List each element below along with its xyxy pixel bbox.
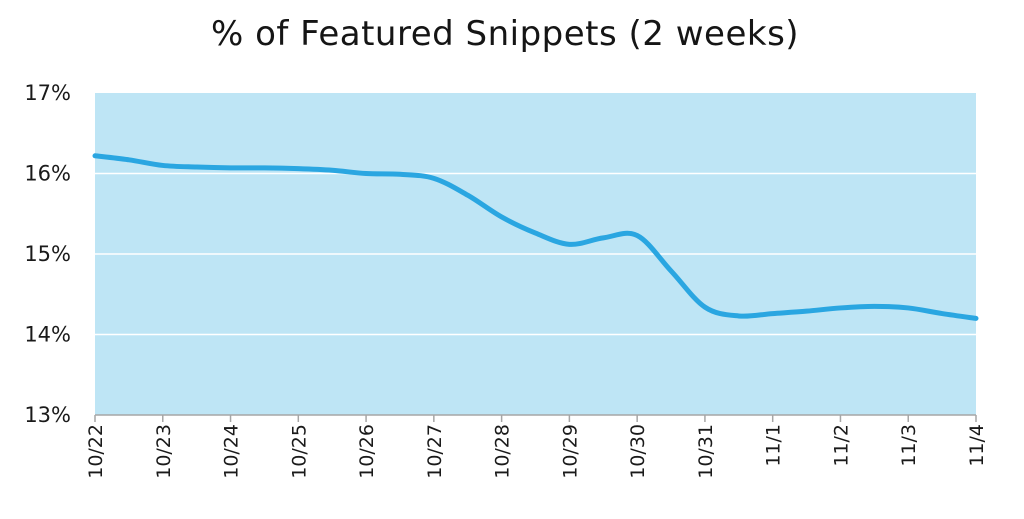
- y-tick-label: 17%: [24, 81, 71, 105]
- series-line: [92, 153, 979, 321]
- x-tick-label: 10/31: [695, 424, 717, 479]
- x-tick-label: 10/25: [288, 424, 310, 479]
- gridlines: [95, 172, 976, 336]
- x-tick-label: 10/26: [356, 424, 378, 479]
- x-tick-label: 10/29: [559, 424, 581, 479]
- x-tick-label: 11/3: [898, 424, 920, 467]
- x-tick-label: 11/1: [763, 424, 785, 467]
- y-tick-label: 14%: [24, 323, 71, 347]
- y-tick-label: 16%: [24, 162, 71, 186]
- x-tick-label: 10/28: [492, 424, 514, 479]
- x-tick-label: 11/2: [830, 424, 852, 467]
- chart-title: % of Featured Snippets (2 weeks): [210, 14, 800, 54]
- x-tick-label: 10/27: [424, 424, 446, 479]
- x-tick-label: 10/22: [85, 424, 107, 479]
- y-axis-tick-labels: 13% 14% 15% 16% 17%: [24, 81, 71, 427]
- y-tick-label: 15%: [24, 242, 71, 266]
- x-axis-tick-labels: 10/22 10/23 10/24 10/25 10/26 10/27 10/28 10/29…: [85, 424, 988, 479]
- x-tick-label: 10/30: [627, 424, 649, 479]
- x-tick-label: 11/4: [966, 424, 988, 467]
- x-axis: [94, 414, 977, 422]
- x-tick-label: 10/23: [153, 424, 175, 479]
- x-tick-label: 10/24: [221, 424, 243, 479]
- y-tick-label: 13%: [24, 403, 71, 427]
